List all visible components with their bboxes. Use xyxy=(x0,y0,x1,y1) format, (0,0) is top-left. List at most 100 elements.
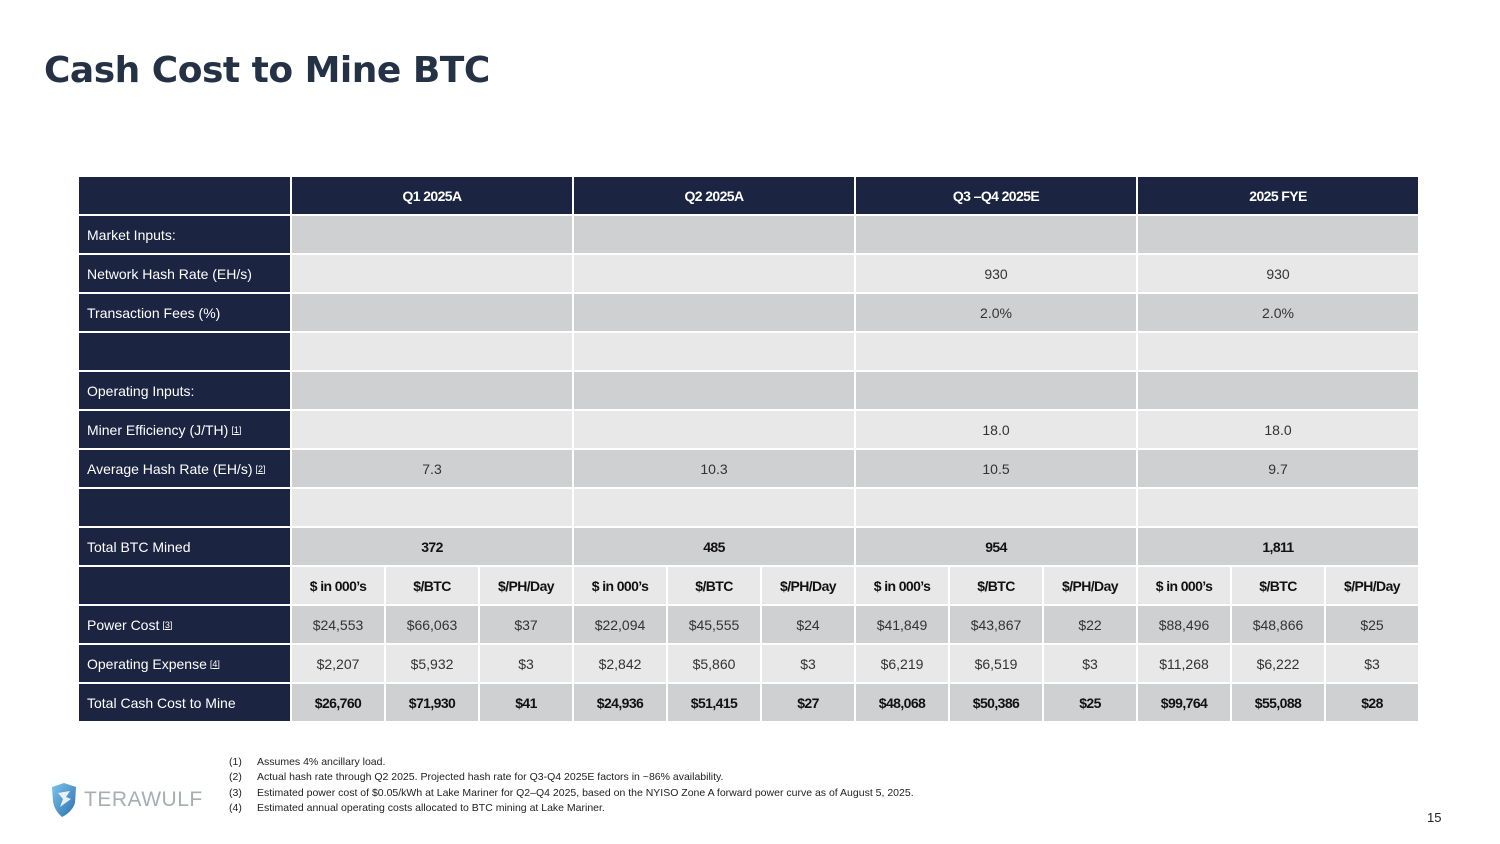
row-label-cell: Operating Inputs: xyxy=(79,372,290,409)
column-subheader: $/PH/Day xyxy=(1044,567,1136,604)
table-cell: $5,932 xyxy=(386,645,478,682)
table-cell: $6,219 xyxy=(856,645,948,682)
table-cell: 2.0% xyxy=(1138,294,1418,331)
table-cell xyxy=(574,489,854,526)
header-corner xyxy=(79,177,290,214)
footnote-ref: [4] xyxy=(209,658,220,669)
table-cell: 485 xyxy=(574,528,854,565)
table-cell: $51,415 xyxy=(668,684,760,721)
table-cell xyxy=(1138,489,1418,526)
table-cell: 18.0 xyxy=(856,411,1136,448)
table-cell xyxy=(1138,216,1418,253)
table-cell: $66,063 xyxy=(386,606,478,643)
row-label-cell xyxy=(79,489,290,526)
table-cell: $3 xyxy=(1326,645,1418,682)
table-cell: $3 xyxy=(1044,645,1136,682)
column-subheader: $/BTC xyxy=(386,567,478,604)
footnote: (3) Estimated power cost of $0.05/kWh at … xyxy=(229,786,914,801)
table-cell: $6,222 xyxy=(1232,645,1324,682)
table-cell: 2.0% xyxy=(856,294,1136,331)
column-subheader: $ in 000’s xyxy=(1138,567,1230,604)
page-title: Cash Cost to Mine BTC xyxy=(44,50,490,91)
table-cell: $25 xyxy=(1044,684,1136,721)
row-label: Power Cost xyxy=(87,616,160,633)
table-cell xyxy=(1138,333,1418,370)
period-header: Q3 –Q4 2025E xyxy=(856,177,1136,214)
table-cell: $24,936 xyxy=(574,684,666,721)
footnote: (4) Estimated annual operating costs allo… xyxy=(229,801,914,816)
table-cell xyxy=(574,333,854,370)
table-cell: 7.3 xyxy=(292,450,572,487)
table-cell xyxy=(292,489,572,526)
footnote-number: (4) xyxy=(229,801,242,814)
table-cell: $43,867 xyxy=(950,606,1042,643)
table-cell: $2,842 xyxy=(574,645,666,682)
column-subheader: $/BTC xyxy=(668,567,760,604)
table-cell xyxy=(292,255,572,292)
table-cell: 930 xyxy=(856,255,1136,292)
table-cell xyxy=(1138,372,1418,409)
column-subheader: $ in 000’s xyxy=(574,567,666,604)
column-subheader: $/BTC xyxy=(1232,567,1324,604)
row-label: Average Hash Rate (EH/s) xyxy=(87,460,253,477)
row-label: Total BTC Mined xyxy=(87,538,191,555)
cash-cost-table: Q1 2025A Q2 2025A Q3 –Q4 2025E 2025 FYE Mark… xyxy=(79,177,1418,721)
footnote-number: (2) xyxy=(229,771,242,784)
footnote-number: (3) xyxy=(229,786,242,799)
table-cell xyxy=(292,333,572,370)
footnote-text: Estimated power cost of $0.05/kWh at Lak… xyxy=(257,786,914,799)
logo-text: TERAWULF xyxy=(84,788,203,811)
row-label-cell: Average Hash Rate (EH/s) [2] xyxy=(79,450,290,487)
footnote: (1) Assumes 4% ancillary load. xyxy=(229,755,914,770)
row-label: Operating Expense xyxy=(87,655,207,672)
table-cell: $24,553 xyxy=(292,606,384,643)
table-cell xyxy=(856,372,1136,409)
table-cell xyxy=(574,372,854,409)
table-cell xyxy=(856,216,1136,253)
table-cell: 10.3 xyxy=(574,450,854,487)
table-cell: $6,519 xyxy=(950,645,1042,682)
table-cell: $41 xyxy=(480,684,572,721)
footnote-ref: [3] xyxy=(162,619,173,630)
row-label-cell: Network Hash Rate (EH/s) xyxy=(79,255,290,292)
period-header: 2025 FYE xyxy=(1138,177,1418,214)
table-cell: $3 xyxy=(480,645,572,682)
table-cell xyxy=(574,294,854,331)
column-subheader: $/PH/Day xyxy=(480,567,572,604)
column-subheader: $/PH/Day xyxy=(1326,567,1418,604)
table-cell: $5,860 xyxy=(668,645,760,682)
footnote-number: (1) xyxy=(229,756,242,768)
table-cell xyxy=(292,411,572,448)
row-label: Network Hash Rate (EH/s) xyxy=(87,265,252,282)
row-label-cell: Miner Efficiency (J/TH) [1] xyxy=(79,411,290,448)
row-label: Total Cash Cost to Mine xyxy=(87,694,236,711)
column-subheader: $ in 000’s xyxy=(856,567,948,604)
table-cell: $28 xyxy=(1326,684,1418,721)
period-header: Q1 2025A xyxy=(292,177,572,214)
column-subheader: $/BTC xyxy=(950,567,1042,604)
table-cell xyxy=(292,372,572,409)
table-cell: $50,386 xyxy=(950,684,1042,721)
period-header: Q2 2025A xyxy=(574,177,854,214)
row-label: Miner Efficiency (J/TH) xyxy=(87,421,229,438)
table-cell: 930 xyxy=(1138,255,1418,292)
table-cell: $55,088 xyxy=(1232,684,1324,721)
table-cell: $3 xyxy=(762,645,854,682)
table-cell: $37 xyxy=(480,606,572,643)
row-label: Market Inputs: xyxy=(87,226,176,243)
row-label-cell: Total BTC Mined xyxy=(79,528,290,565)
column-subheader: $/PH/Day xyxy=(762,567,854,604)
page-number: 15 xyxy=(1427,810,1442,825)
table-cell: $27 xyxy=(762,684,854,721)
table-cell: $22 xyxy=(1044,606,1136,643)
footnote-text: Assumes 4% ancillary load. xyxy=(257,756,386,768)
row-label-cell xyxy=(79,333,290,370)
footnote-ref: [2] xyxy=(255,463,266,474)
table-cell: $24 xyxy=(762,606,854,643)
column-subheader: $ in 000’s xyxy=(292,567,384,604)
footnote-text: Actual hash rate through Q2 2025. Projec… xyxy=(257,771,724,784)
table-cell: $2,207 xyxy=(292,645,384,682)
row-label-cell: Total Cash Cost to Mine xyxy=(79,684,290,721)
row-label-cell: Power Cost [3] xyxy=(79,606,290,643)
table-cell: 10.5 xyxy=(856,450,1136,487)
